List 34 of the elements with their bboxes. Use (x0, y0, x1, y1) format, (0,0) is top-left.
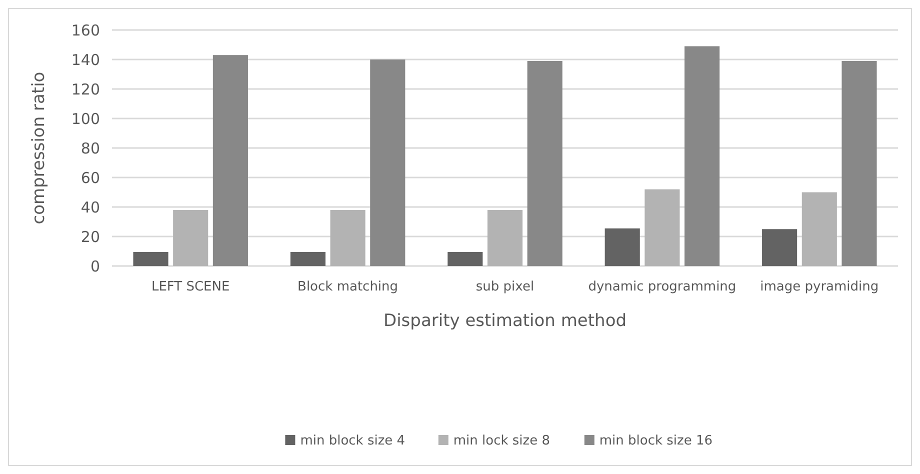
y-tick-label: 0 (90, 257, 100, 276)
y-tick-label: 140 (71, 50, 100, 69)
bar (133, 252, 168, 266)
x-tick-label: Block matching (298, 280, 398, 295)
bar (173, 210, 208, 266)
y-axis-title: compression ratio (28, 72, 49, 224)
bar (370, 60, 406, 266)
y-tick-label: 120 (71, 80, 100, 98)
legend-label: min block size 16 (599, 434, 713, 449)
bar (802, 192, 837, 266)
bar (290, 252, 326, 266)
x-axis-title: Disparity estimation method (383, 310, 627, 331)
legend-label: min lock size 8 (453, 434, 550, 449)
bar (604, 228, 640, 266)
y-tick-label: 20 (80, 228, 100, 246)
bar (762, 229, 798, 266)
y-tick-label: 40 (80, 198, 100, 216)
legend-label: min block size 4 (300, 434, 406, 449)
bar (487, 210, 523, 266)
y-tick-label: 160 (71, 21, 100, 40)
x-tick-label: LEFT SCENE (151, 280, 230, 295)
x-tick-label: image pyramiding (760, 280, 879, 295)
y-tick-label: 100 (71, 110, 100, 128)
bar (842, 60, 877, 266)
bar (644, 189, 680, 266)
y-tick-label: 80 (80, 139, 100, 158)
x-tick-label: sub pixel (476, 280, 534, 295)
x-tick-label: dynamic programming (588, 280, 736, 295)
y-tick-label: 60 (80, 168, 100, 187)
bar (212, 55, 248, 266)
bar (448, 252, 483, 266)
bar (330, 210, 366, 266)
bar (684, 46, 720, 266)
bar (527, 60, 562, 266)
